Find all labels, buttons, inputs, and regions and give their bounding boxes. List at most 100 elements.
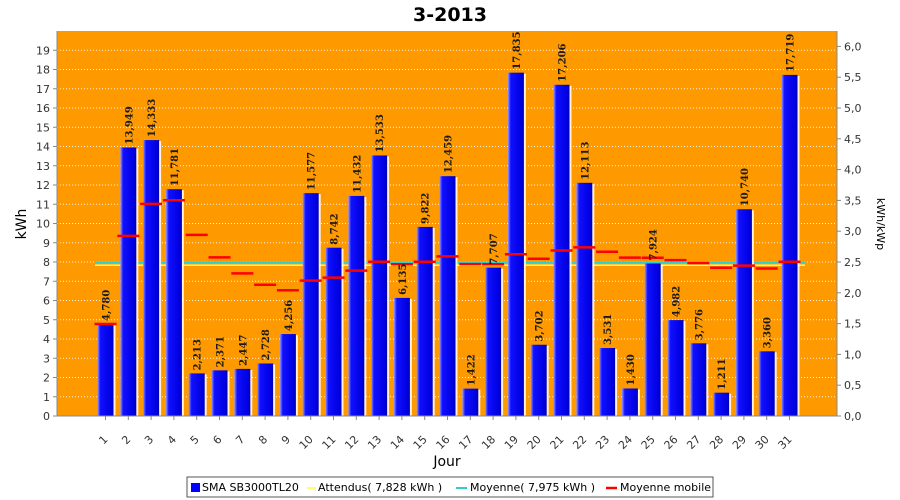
legend-item-bar: SMA SB3000TL20 <box>202 481 299 494</box>
x-tick-label: 16 <box>434 433 453 452</box>
y2-tick-label: 0,5 <box>844 379 862 392</box>
moving-average <box>94 198 801 326</box>
y-tick-label: 1 <box>43 391 50 404</box>
data-label: 1,430 <box>626 354 637 385</box>
x-tick-label: 4 <box>165 433 179 447</box>
y-tick-label: 14 <box>36 141 50 154</box>
y-tick-label: 16 <box>36 102 50 115</box>
bar <box>371 155 388 416</box>
bar <box>713 392 730 416</box>
x-tick-label: 11 <box>320 433 339 452</box>
data-label: 2,213 <box>193 339 204 370</box>
y2-tick-label: 2,0 <box>844 287 862 300</box>
bar <box>644 263 661 416</box>
y-tick-label: 11 <box>36 198 50 211</box>
x-tick-label: 12 <box>342 433 361 452</box>
bars <box>97 72 800 417</box>
x-axis-ticks: 1 2 3 4 5 6 7 8 9 10 11 12 13 14 15 16 17 18 19 20 21 22 23 24 2… <box>96 416 795 452</box>
data-label: 3,360 <box>763 317 774 348</box>
x-tick-label: 27 <box>684 433 703 452</box>
y2-tick-label: 1,0 <box>844 348 862 361</box>
x-tick-label: 31 <box>776 433 795 452</box>
x-tick-label: 9 <box>279 433 293 447</box>
y-tick-label: 13 <box>36 160 50 173</box>
legend-item-attendus: Attendus( 7,828 kWh ) <box>318 481 442 494</box>
x-tick-label: 25 <box>639 433 658 452</box>
x-tick-label: 30 <box>753 433 772 452</box>
bar <box>120 147 137 416</box>
x-tick-label: 23 <box>593 433 612 452</box>
x-tick-label: 20 <box>525 433 544 452</box>
bar <box>667 320 684 416</box>
data-label: 6,135 <box>398 264 409 295</box>
y2-axis-title: kWh/kWp <box>874 198 887 250</box>
data-label: 4,780 <box>102 290 113 321</box>
legend-item-moyenne: Moyenne( 7,975 kWh ) <box>470 481 595 494</box>
x-tick-label: 10 <box>297 433 316 452</box>
data-label: 1,211 <box>717 358 728 389</box>
data-label: 11,781 <box>170 148 181 186</box>
x-axis-title: Jour <box>432 454 461 470</box>
y-tick-label: 0 <box>43 410 50 423</box>
data-label: 2,371 <box>216 336 227 367</box>
legend-swatch-bar <box>191 483 200 492</box>
legend-item-moyenne-mobile: Moyenne mobile <box>620 481 711 494</box>
data-label: 3,702 <box>535 310 546 341</box>
bar <box>735 209 752 416</box>
bar <box>211 370 228 416</box>
data-label: 4,256 <box>284 300 295 331</box>
x-tick-label: 7 <box>233 433 247 447</box>
bar <box>462 388 479 416</box>
x-tick-label: 17 <box>456 433 475 452</box>
y-axis-title: kWh <box>14 209 30 240</box>
data-label: 2,447 <box>238 335 249 366</box>
bar <box>621 388 638 416</box>
x-tick-label: 1 <box>96 433 110 447</box>
bar <box>257 363 274 416</box>
data-label: 1,422 <box>466 354 477 385</box>
data-label: 7,924 <box>649 229 660 260</box>
data-label: 17,719 <box>786 34 797 72</box>
y2-tick-label: 2,5 <box>844 256 862 269</box>
y-tick-label: 17 <box>36 83 50 96</box>
y-tick-label: 19 <box>36 44 50 57</box>
data-label: 12,459 <box>444 135 455 173</box>
y-tick-label: 9 <box>43 237 50 250</box>
y2-tick-label: 6,0 <box>844 40 862 53</box>
data-label: 13,533 <box>375 114 386 152</box>
y-tick-label: 18 <box>36 64 50 77</box>
x-tick-label: 6 <box>210 433 224 447</box>
bar <box>165 189 182 416</box>
data-label: 17,206 <box>558 43 569 81</box>
x-tick-label: 29 <box>730 433 749 452</box>
bar <box>439 176 456 416</box>
bar <box>758 351 775 416</box>
data-labels: 4,780 13,949 14,333 11,781 2,213 2,371 2,447 2,… <box>102 31 797 389</box>
x-tick-label: 21 <box>548 433 567 452</box>
legend-box <box>186 476 714 498</box>
x-tick-label: 18 <box>479 433 498 452</box>
bar <box>234 368 251 416</box>
data-label: 10,740 <box>740 168 751 206</box>
y2-axis-ticks: 0,0 0,5 1,0 1,5 2,0 2,5 3,0 3,5 4,0 4,5 5,0 5,5 6,0 <box>837 40 862 423</box>
bar <box>599 348 616 416</box>
bar <box>690 343 707 416</box>
x-tick-label: 8 <box>256 433 270 447</box>
x-tick-label: 19 <box>502 433 521 452</box>
y-tick-label: 15 <box>36 121 50 134</box>
x-tick-label: 5 <box>188 433 202 447</box>
bar <box>781 74 798 417</box>
y-tick-label: 12 <box>36 179 50 192</box>
y-tick-label: 10 <box>36 218 50 231</box>
y-tick-label: 7 <box>43 275 50 288</box>
y-tick-label: 4 <box>43 333 50 346</box>
y2-tick-label: 3,5 <box>844 194 862 207</box>
y2-tick-label: 4,5 <box>844 133 862 146</box>
x-tick-label: 15 <box>411 433 430 452</box>
x-tick-label: 3 <box>142 433 156 447</box>
data-label: 14,333 <box>147 99 158 137</box>
bar <box>97 323 114 416</box>
y-tick-label: 8 <box>43 256 50 269</box>
